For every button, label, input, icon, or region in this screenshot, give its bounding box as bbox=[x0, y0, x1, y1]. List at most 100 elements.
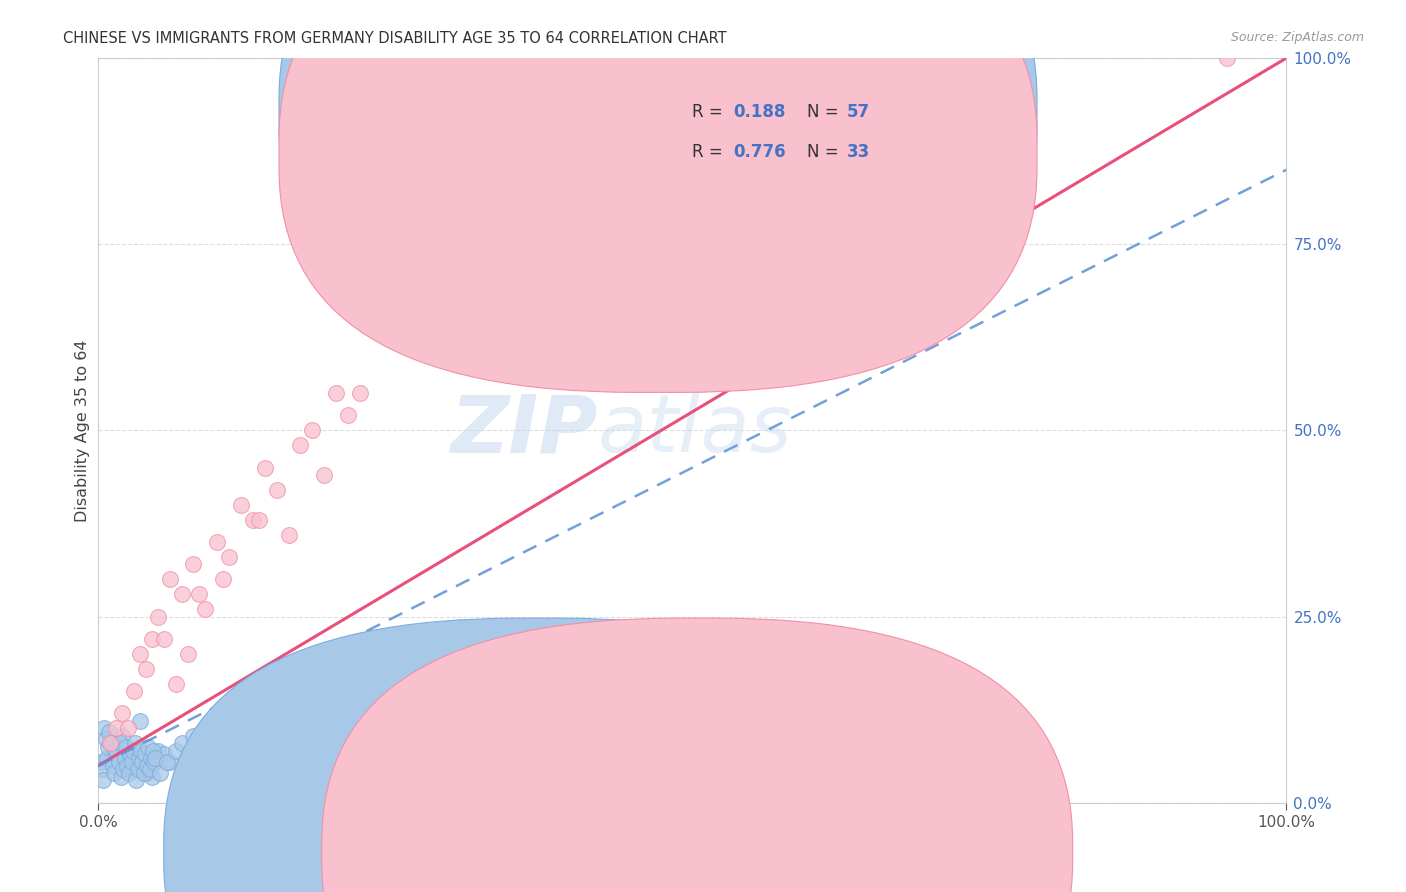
Point bbox=[149, 766, 172, 780]
Point bbox=[136, 739, 159, 754]
Point bbox=[118, 766, 141, 780]
Point bbox=[165, 676, 187, 690]
Point bbox=[176, 647, 198, 661]
Point bbox=[134, 747, 156, 762]
Point bbox=[253, 706, 276, 721]
Text: ZIP: ZIP bbox=[450, 392, 598, 469]
Point bbox=[96, 751, 118, 765]
Point bbox=[266, 483, 288, 497]
Point bbox=[98, 725, 121, 739]
Point bbox=[277, 527, 299, 541]
Point bbox=[97, 739, 120, 754]
Point bbox=[194, 602, 217, 616]
Point bbox=[108, 736, 131, 750]
Point bbox=[90, 755, 112, 769]
Text: Source: ZipAtlas.com: Source: ZipAtlas.com bbox=[1230, 31, 1364, 45]
Point bbox=[105, 744, 128, 758]
Point bbox=[122, 744, 145, 758]
Point bbox=[325, 386, 347, 401]
Point bbox=[129, 714, 152, 728]
Point bbox=[136, 758, 159, 772]
Point bbox=[129, 647, 152, 661]
Text: Immigrants from Germany: Immigrants from Germany bbox=[725, 845, 929, 860]
Point bbox=[229, 498, 252, 512]
Point bbox=[212, 573, 235, 587]
Point bbox=[107, 755, 129, 769]
Point bbox=[104, 744, 127, 758]
Point bbox=[110, 770, 132, 784]
FancyBboxPatch shape bbox=[609, 73, 984, 188]
Text: R =: R = bbox=[692, 103, 728, 120]
FancyBboxPatch shape bbox=[278, 0, 1038, 392]
Point bbox=[105, 721, 128, 735]
Point bbox=[146, 744, 169, 758]
Point bbox=[125, 773, 148, 788]
Point bbox=[336, 409, 359, 423]
Point bbox=[111, 706, 134, 721]
Text: atlas: atlas bbox=[598, 392, 792, 469]
Point bbox=[170, 587, 193, 601]
Point bbox=[159, 755, 181, 769]
Point bbox=[156, 755, 179, 769]
Point bbox=[183, 558, 205, 572]
Point bbox=[98, 736, 121, 750]
Text: N =: N = bbox=[807, 103, 844, 120]
Point bbox=[101, 758, 124, 772]
Point bbox=[218, 549, 240, 564]
Point bbox=[128, 751, 150, 765]
Point bbox=[93, 721, 115, 735]
Point bbox=[143, 755, 166, 769]
Point bbox=[314, 468, 336, 483]
Point bbox=[146, 609, 169, 624]
Point bbox=[103, 766, 125, 780]
Point bbox=[117, 751, 139, 765]
Point bbox=[112, 762, 135, 776]
Point bbox=[141, 632, 163, 646]
Point bbox=[98, 736, 121, 750]
Point bbox=[129, 744, 152, 758]
Point bbox=[117, 721, 139, 735]
Point bbox=[242, 513, 264, 527]
Text: Chinese: Chinese bbox=[568, 845, 628, 860]
Point bbox=[290, 438, 312, 452]
Point bbox=[159, 573, 181, 587]
Point bbox=[1216, 51, 1239, 65]
Point bbox=[138, 762, 160, 776]
Point bbox=[122, 758, 145, 772]
Text: R =: R = bbox=[692, 143, 728, 161]
Point bbox=[114, 739, 136, 754]
Point bbox=[91, 773, 114, 788]
FancyBboxPatch shape bbox=[163, 618, 915, 892]
Text: 0.188: 0.188 bbox=[733, 103, 785, 120]
Point bbox=[122, 684, 145, 698]
Point bbox=[152, 632, 174, 646]
Point bbox=[121, 755, 143, 769]
Point bbox=[135, 766, 157, 780]
Point bbox=[111, 729, 134, 743]
Point bbox=[188, 587, 211, 601]
Point bbox=[141, 770, 163, 784]
Text: 57: 57 bbox=[846, 103, 870, 120]
Point bbox=[139, 751, 162, 765]
Point bbox=[91, 762, 114, 776]
Point bbox=[131, 755, 153, 769]
Point bbox=[170, 736, 193, 750]
Point bbox=[107, 747, 129, 762]
Point bbox=[145, 751, 167, 765]
Point bbox=[135, 662, 157, 676]
Point bbox=[100, 736, 122, 750]
Y-axis label: Disability Age 35 to 64: Disability Age 35 to 64 bbox=[75, 339, 90, 522]
Point bbox=[253, 460, 276, 475]
Point bbox=[205, 721, 228, 735]
Point bbox=[120, 747, 142, 762]
Point bbox=[165, 744, 187, 758]
Point bbox=[349, 386, 371, 401]
Point bbox=[205, 535, 228, 549]
Point bbox=[132, 766, 155, 780]
Point bbox=[114, 751, 136, 765]
Point bbox=[301, 423, 323, 437]
Text: 33: 33 bbox=[846, 143, 870, 161]
Point bbox=[183, 729, 205, 743]
Text: N =: N = bbox=[807, 143, 844, 161]
Point bbox=[115, 758, 138, 772]
